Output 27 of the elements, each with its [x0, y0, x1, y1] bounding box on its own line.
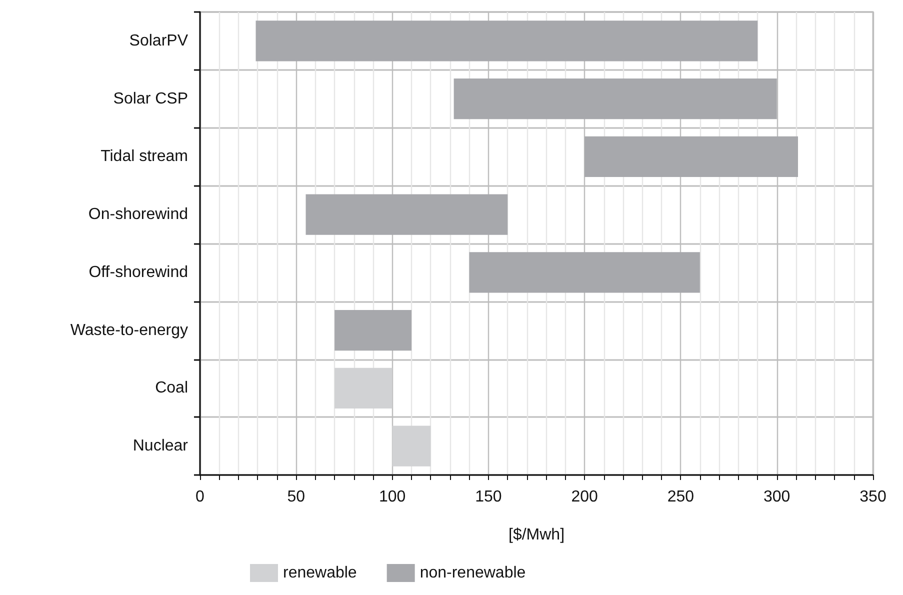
y-tick-label: Coal [155, 380, 188, 397]
bar [334, 368, 392, 408]
y-tick-label: Solar CSP [113, 90, 188, 108]
x-tick-label: 0 [196, 488, 205, 506]
x-tick-label: 200 [571, 488, 598, 506]
y-tick-label: Tidal stream [100, 148, 188, 166]
x-tick-label: 50 [287, 488, 306, 506]
legend-label: renewable [283, 564, 357, 582]
y-tick-label: Off-shorewind [88, 264, 188, 281]
x-tick-label: 250 [667, 488, 694, 506]
x-axis-title: [$/Mwh] [508, 526, 565, 544]
bar [306, 194, 508, 235]
y-tick-label: On-shorewind [88, 206, 188, 224]
x-tick-label: 300 [764, 488, 790, 506]
bar [256, 20, 758, 62]
x-tick-label: 350 [860, 488, 886, 506]
bar [584, 136, 798, 177]
x-tick-label: 150 [475, 488, 502, 506]
bar [334, 310, 412, 351]
y-tick-label: SolarPV [129, 32, 188, 50]
y-tick-label: Nuclear [132, 438, 189, 455]
x-tick-label: 100 [378, 488, 406, 506]
legend-label: non-renewable [420, 564, 526, 582]
bar [469, 252, 700, 293]
bar [392, 426, 431, 466]
bar [454, 78, 777, 120]
y-tick-label: Waste-to-energy [70, 322, 188, 339]
